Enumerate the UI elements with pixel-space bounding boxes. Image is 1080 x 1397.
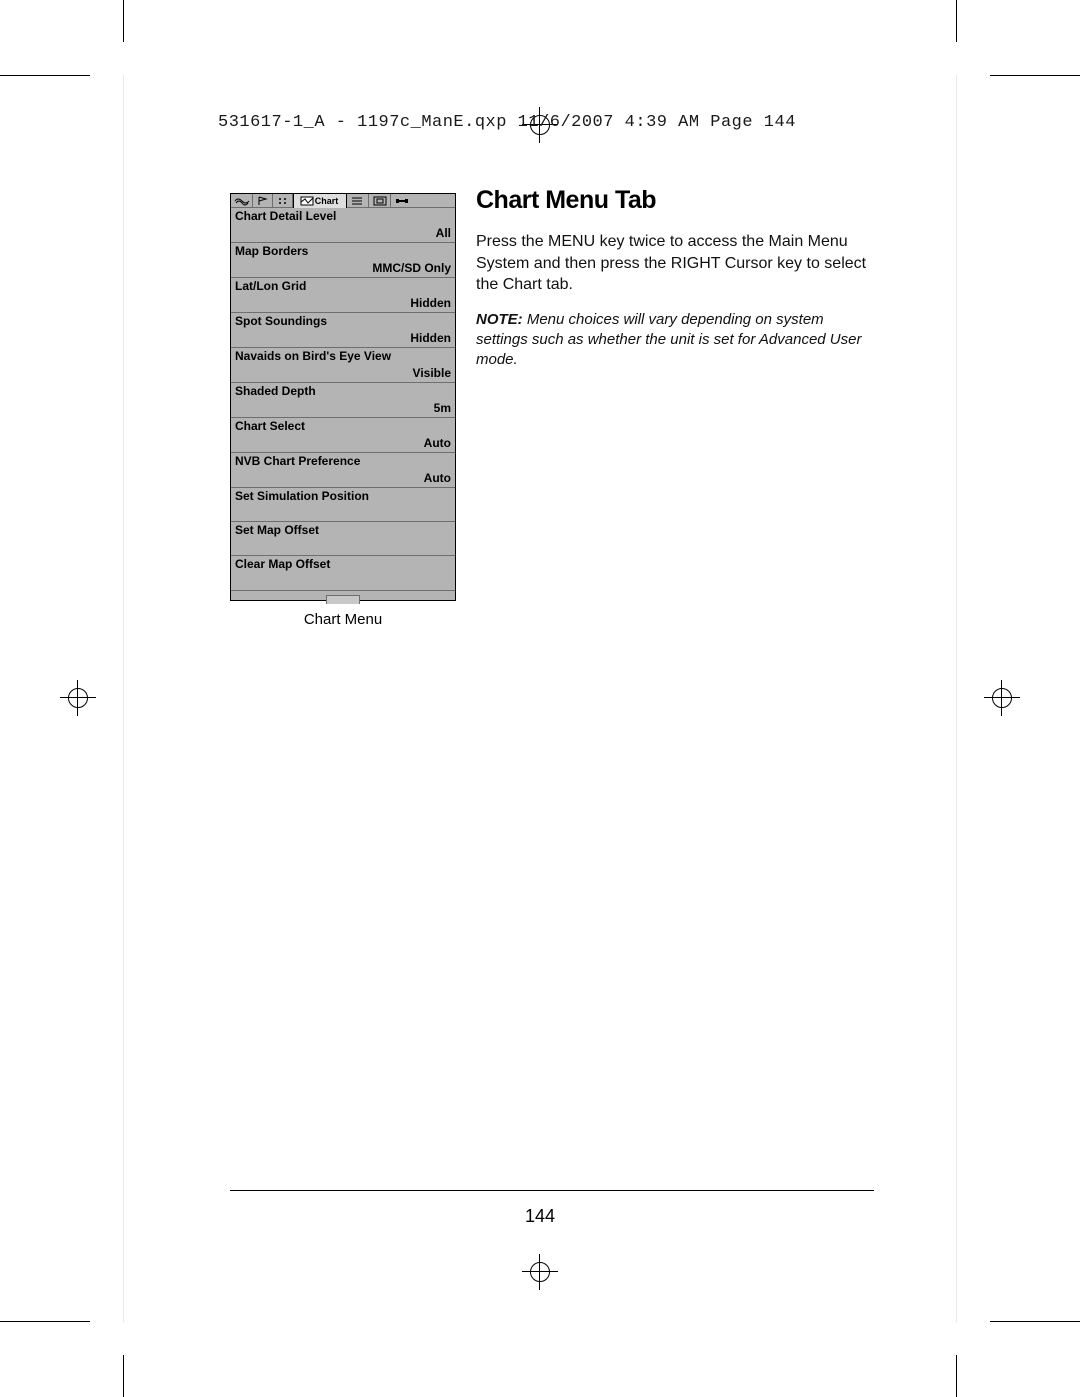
tab-views[interactable]: [391, 194, 413, 208]
list-icon: [350, 196, 366, 206]
menu-item-label: Map Borders: [235, 243, 451, 260]
registration-mark-icon: [984, 680, 1020, 716]
tab-chart-label: Chart: [314, 196, 341, 206]
scroll-handle[interactable]: [231, 590, 455, 600]
note-body: Menu choices will vary depending on syst…: [476, 311, 861, 369]
menu-item[interactable]: Spot SoundingsHidden: [231, 313, 455, 348]
tab-nav[interactable]: [253, 194, 273, 208]
menu-item[interactable]: Map BordersMMC/SD Only: [231, 243, 455, 278]
menu-tab-bar: Chart: [231, 194, 455, 208]
menu-item[interactable]: Chart Detail LevelAll: [231, 208, 455, 243]
grid-icon: [276, 196, 290, 206]
instruction-paragraph: Press the MENU key twice to access the M…: [476, 231, 874, 296]
crop-mark: [0, 1321, 90, 1322]
menu-item-label: Clear Map Offset: [235, 556, 451, 573]
menu-item-label: Shaded Depth: [235, 383, 451, 400]
tab-alarms[interactable]: [347, 194, 369, 208]
crop-mark: [956, 1355, 957, 1397]
menu-caption: Chart Menu: [230, 611, 456, 628]
crop-mark: [123, 0, 124, 42]
menu-item[interactable]: Set Map Offset: [231, 522, 455, 556]
menu-item-value: 5m: [235, 400, 451, 417]
menu-item-label: Chart Select: [235, 418, 451, 435]
tab-chart[interactable]: Chart: [293, 193, 347, 208]
wrench-icon: [394, 196, 410, 206]
menu-item[interactable]: NVB Chart PreferenceAuto: [231, 453, 455, 488]
registration-mark-icon: [60, 680, 96, 716]
menu-item-label: NVB Chart Preference: [235, 453, 451, 470]
menu-item[interactable]: Chart SelectAuto: [231, 418, 455, 453]
crop-mark: [990, 75, 1080, 76]
menu-item-label: Spot Soundings: [235, 313, 451, 330]
chart-menu-panel: Chart: [230, 193, 456, 601]
menu-item-label: Set Map Offset: [235, 522, 451, 539]
chart-icon: [300, 196, 314, 206]
crop-mark: [990, 1321, 1080, 1322]
registration-mark-icon: [522, 1254, 558, 1290]
menu-item-label: Set Simulation Position: [235, 488, 451, 505]
crop-mark: [123, 1355, 124, 1397]
tab-sonar[interactable]: [231, 194, 253, 208]
trim-line: [956, 75, 957, 1322]
screen-icon: [372, 196, 388, 206]
menu-item[interactable]: Clear Map Offset: [231, 556, 455, 590]
note-paragraph: NOTE: Menu choices will vary depending o…: [476, 310, 874, 371]
menu-item-value: Hidden: [235, 295, 451, 312]
sonar-icon: [233, 196, 251, 206]
menu-item-value: Auto: [235, 435, 451, 452]
menu-item[interactable]: Lat/Lon GridHidden: [231, 278, 455, 313]
menu-item-value: Auto: [235, 470, 451, 487]
footer-rule: [230, 1190, 874, 1191]
text-column: Chart Menu Tab Press the MENU key twice …: [476, 193, 874, 371]
tab-misc[interactable]: [273, 194, 293, 208]
tab-setup[interactable]: [369, 194, 391, 208]
note-label: NOTE:: [476, 311, 523, 328]
menu-item[interactable]: Set Simulation Position: [231, 488, 455, 522]
menu-item-label: Navaids on Bird's Eye View: [235, 348, 451, 365]
menu-item-value: Hidden: [235, 330, 451, 347]
trim-line: [123, 75, 124, 1322]
page: 531617-1_A - 1197c_ManE.qxp 11/6/2007 4:…: [0, 0, 1080, 1397]
menu-item-label: Lat/Lon Grid: [235, 278, 451, 295]
menu-screenshot: Chart: [230, 193, 456, 628]
menu-item-value: MMC/SD Only: [235, 260, 451, 277]
section-title: Chart Menu Tab: [476, 188, 874, 213]
crop-mark: [0, 75, 90, 76]
content-area: Chart: [230, 193, 874, 628]
crop-mark: [956, 0, 957, 42]
print-slug: 531617-1_A - 1197c_ManE.qxp 11/6/2007 4:…: [218, 113, 796, 132]
flag-icon: [256, 196, 270, 206]
page-number: 144: [0, 1206, 1080, 1227]
menu-item[interactable]: Navaids on Bird's Eye ViewVisible: [231, 348, 455, 383]
menu-item-value: Visible: [235, 365, 451, 382]
menu-item-value: All: [235, 225, 451, 242]
menu-item-label: Chart Detail Level: [235, 208, 451, 225]
menu-item[interactable]: Shaded Depth5m: [231, 383, 455, 418]
